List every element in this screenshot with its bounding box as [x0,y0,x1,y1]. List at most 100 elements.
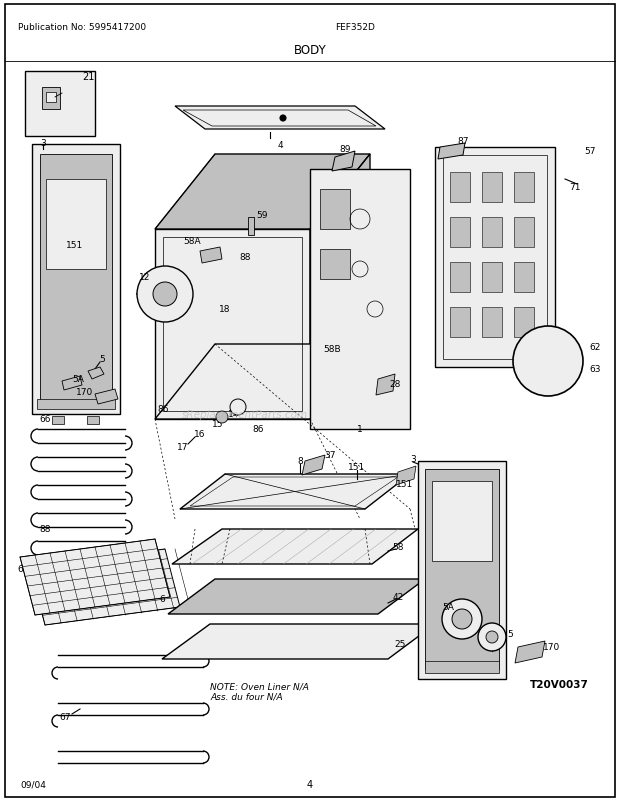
Text: 5A: 5A [72,375,84,384]
Polygon shape [20,539,170,615]
Bar [32,145,120,415]
Polygon shape [180,475,410,509]
Bar [158,290,162,300]
Text: 3: 3 [40,138,46,148]
Text: 28: 28 [389,380,401,389]
Bar [482,308,502,338]
Bar [514,263,534,293]
Polygon shape [168,579,425,614]
Bar [482,217,502,248]
Bar [25,72,95,137]
Bar [320,190,350,229]
Polygon shape [175,107,385,130]
Circle shape [452,610,472,630]
Text: 1: 1 [357,425,363,434]
Text: FEF352D: FEF352D [335,23,375,32]
Text: 87: 87 [457,137,469,146]
Polygon shape [155,229,310,419]
Bar [418,461,506,679]
Bar [320,249,350,280]
Text: 8: 8 [297,457,303,466]
Text: 5: 5 [507,630,513,638]
Text: 57: 57 [584,148,596,156]
Text: 88: 88 [39,525,51,534]
Bar [46,180,106,269]
Bar [37,399,115,410]
Polygon shape [332,152,355,172]
Polygon shape [396,467,416,485]
Circle shape [280,115,286,122]
Text: 37: 37 [324,451,336,460]
Text: sReplacementParts.com: sReplacementParts.com [182,410,308,419]
Text: 66: 66 [39,415,51,424]
Text: 17: 17 [177,443,188,452]
Text: 59: 59 [256,210,268,219]
Polygon shape [155,345,370,419]
Text: Ass. du four N/A: Ass. du four N/A [210,691,283,701]
Polygon shape [310,155,370,419]
Text: 170: 170 [76,388,94,397]
Bar [425,469,499,669]
Text: Publication No: 5995417200: Publication No: 5995417200 [18,23,146,32]
Bar [248,217,254,236]
Text: 62: 62 [590,343,601,352]
Polygon shape [302,456,325,476]
Text: 151: 151 [66,241,84,249]
Polygon shape [200,248,222,264]
Bar [531,354,539,363]
Bar [450,172,470,203]
Text: 12: 12 [140,273,151,282]
Bar [40,155,112,404]
Text: 6: 6 [159,595,165,604]
Bar [450,263,470,293]
Text: 42: 42 [392,593,404,602]
Circle shape [153,282,177,306]
Circle shape [513,326,583,396]
Text: 09/04: 09/04 [20,780,46,788]
Bar [163,237,302,411]
Bar [310,170,410,429]
Bar [450,217,470,248]
Bar [514,172,534,203]
Bar [432,481,492,561]
Text: T20V0037: T20V0037 [530,679,589,689]
Bar [87,416,99,424]
Text: 4: 4 [307,779,313,789]
Text: 71: 71 [569,184,581,192]
Text: 3: 3 [410,455,416,464]
Text: 5: 5 [99,355,105,364]
Polygon shape [62,376,82,391]
Bar [52,416,64,424]
Bar [482,263,502,293]
Text: 89: 89 [339,145,351,154]
Circle shape [137,267,193,322]
Text: 151: 151 [348,463,366,472]
Text: 86: 86 [252,425,264,434]
Polygon shape [30,549,180,626]
Bar [527,350,557,371]
Bar [514,308,534,338]
Circle shape [216,411,228,423]
Bar [435,148,555,367]
Polygon shape [376,375,395,395]
Circle shape [486,631,498,643]
Text: 151: 151 [396,480,414,489]
Text: 16: 16 [194,430,206,439]
Text: 6: 6 [17,565,23,573]
Polygon shape [162,624,435,659]
Text: BODY: BODY [294,43,326,56]
Text: 88: 88 [239,253,250,262]
Polygon shape [438,144,465,160]
Circle shape [478,623,506,651]
Text: 18: 18 [219,305,231,314]
Polygon shape [95,390,118,404]
Text: 67: 67 [60,713,71,722]
Text: 15: 15 [212,420,224,429]
Text: 170: 170 [543,642,560,652]
Polygon shape [88,367,104,379]
Bar [42,88,60,110]
Text: 58B: 58B [323,345,341,354]
Polygon shape [172,529,418,565]
Circle shape [442,599,482,639]
Text: NOTE: Oven Liner N/A: NOTE: Oven Liner N/A [210,682,309,691]
